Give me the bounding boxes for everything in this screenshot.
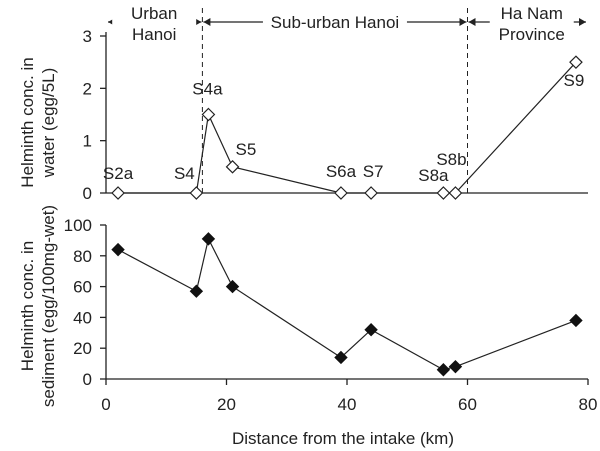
water-point-s6a (334, 186, 348, 200)
sediment-point-3 (225, 279, 240, 294)
sediment-y-tick-label: 60 (73, 278, 92, 297)
x-tick-label: 0 (101, 395, 110, 414)
site-label-s9: S9 (564, 71, 585, 90)
sediment-point-4 (334, 350, 348, 365)
region-annotations: Urban Hanoi Sub-urban Hanoi Ha Nam Province (108, 4, 586, 193)
sediment-point-2 (201, 232, 216, 246)
sediment-point-6 (436, 363, 451, 377)
region-label-bg (262, 12, 407, 32)
water-series-points (111, 55, 583, 200)
region-label-line-2: Province (499, 25, 565, 44)
site-label-s5: S5 (236, 140, 257, 159)
sediment-y-tick-label: 20 (73, 339, 92, 358)
x-tick-label: 20 (217, 395, 236, 414)
sediment-x-ticks: 0 20 40 60 80 (101, 379, 597, 414)
sediment-series-points (111, 232, 583, 377)
sediment-y-tick-label: 100 (64, 216, 92, 235)
water-point-s8a (436, 186, 451, 200)
region-label-line-1: Urban (131, 4, 177, 23)
sediment-point-5 (364, 323, 378, 337)
water-point-s7 (364, 186, 378, 200)
sediment-y-tick-label: 80 (73, 247, 92, 266)
sediment-point-7 (448, 359, 463, 374)
water-point-s4 (189, 186, 204, 200)
x-axis-label: Distance from the intake (km) (232, 429, 454, 448)
sediment-y-tick-label: 40 (73, 308, 92, 327)
sediment-panel: 0 20 40 60 80 100 0 20 40 60 80 Helminth conc. in… (18, 205, 597, 448)
water-point-s5 (225, 159, 240, 174)
water-y-ticks: 0 1 2 3 (83, 27, 106, 203)
water-y-axis-label-line-2: water (egg/5L) (39, 68, 58, 179)
sediment-series-line (117, 237, 577, 371)
sediment-y-tick-label: 0 (83, 370, 92, 389)
sediment-y-ticks: 0 20 40 60 80 100 (64, 216, 106, 389)
site-label-s6a: S6a (326, 162, 357, 181)
water-y-tick-label: 1 (83, 132, 92, 151)
site-label-s8a: S8a (418, 166, 449, 185)
site-label-s2a: S2a (103, 164, 134, 183)
water-y-tick-label: 2 (83, 79, 92, 98)
sediment-line-path (117, 237, 577, 371)
sediment-point-8 (569, 313, 583, 328)
region-label-bg (489, 4, 574, 48)
region-label-line-1: Ha Nam (501, 4, 563, 23)
sediment-axes (105, 225, 588, 380)
region-arrow-head-right (579, 18, 586, 26)
site-label-s4: S4 (174, 164, 195, 183)
region-label-line-2: Hanoi (132, 25, 176, 44)
region-arrow-head-left (468, 18, 476, 26)
site-label-s7: S7 (363, 162, 384, 181)
sediment-y-axis-label: Helminth conc. in (18, 241, 37, 371)
site-label-s8b: S8b (436, 150, 466, 169)
water-point-s8b (448, 186, 463, 200)
water-point-s4a (201, 107, 216, 122)
water-y-tick-label: 3 (83, 27, 92, 46)
water-y-axis-label: Helminth conc. in (18, 57, 37, 187)
region-label: Sub-urban Hanoi (271, 13, 400, 32)
water-point-s9 (569, 55, 583, 70)
region-arrow-head-left (203, 18, 211, 26)
sediment-y-axis-label-line-2: sediment (egg/100mg-wet) (39, 205, 58, 407)
x-tick-label: 80 (579, 395, 598, 414)
sediment-point-0 (111, 242, 125, 257)
region-arrow-head-right (459, 18, 467, 26)
sediment-point-1 (189, 284, 204, 298)
x-tick-label: 40 (338, 395, 357, 414)
region-label-bg (112, 4, 197, 48)
water-point-s2a (111, 186, 125, 200)
site-label-s4a: S4a (192, 80, 223, 99)
x-tick-label: 60 (458, 395, 477, 414)
water-y-tick-label: 0 (83, 184, 92, 203)
